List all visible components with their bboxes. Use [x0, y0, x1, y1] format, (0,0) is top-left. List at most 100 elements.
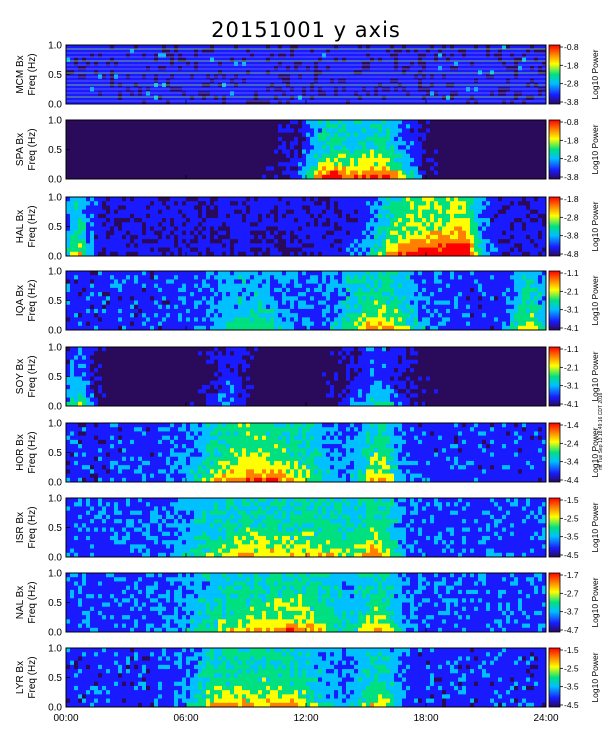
spectrogram-cell: [302, 218, 307, 223]
spectrogram-cell: [478, 201, 483, 206]
spectrogram-cell: [442, 99, 447, 105]
spectrogram-cell: [394, 70, 399, 75]
spectrogram-cell: [250, 239, 255, 244]
spectrogram-cell: [278, 128, 283, 133]
spectrogram-cell: [70, 197, 75, 202]
spectrogram-cell: [90, 201, 95, 206]
spectrogram-cell: [446, 66, 451, 71]
spectrogram-cell: [86, 95, 91, 101]
spectrogram-cell: [278, 201, 283, 206]
spectrogram-cell: [278, 99, 283, 105]
spectrogram-cell: [94, 149, 99, 155]
spectrogram-cell: [454, 201, 459, 206]
spectrogram-cell: [154, 174, 159, 180]
spectrogram-cell: [314, 251, 319, 257]
spectrogram-cell: [222, 239, 227, 244]
spectrogram-cell: [286, 157, 291, 163]
spectrogram-cell: [310, 128, 315, 133]
spectrogram-cell: [82, 145, 87, 150]
spectrogram-cell: [258, 124, 263, 129]
spectrogram-cell: [86, 53, 91, 58]
spectrogram-cell: [510, 162, 515, 167]
spectrogram-cell: [134, 141, 139, 146]
spectrogram-cell: [378, 197, 383, 202]
spectrogram-cell: [406, 157, 411, 163]
spectrogram-cell: [354, 124, 359, 129]
spectrogram-cell: [466, 91, 471, 96]
spectrogram-cell: [98, 87, 103, 92]
spectrogram-cell: [382, 99, 387, 105]
spectrogram-cell: [118, 66, 123, 71]
spectrogram-cell: [370, 70, 375, 75]
spectrogram-cell: [442, 174, 447, 180]
spectrogram-cell: [174, 87, 179, 92]
spectrogram-cell: [306, 209, 311, 215]
spectrogram-cell: [242, 124, 247, 129]
spectrogram-cell: [390, 149, 395, 155]
spectrogram-cell: [178, 170, 183, 176]
spectrogram-cell: [230, 49, 235, 54]
spectrogram-cell: [338, 99, 343, 105]
spectrogram-cell: [126, 70, 131, 75]
spectrogram-cell: [354, 132, 359, 138]
spectrogram-cell: [162, 251, 167, 257]
spectrogram-cell: [354, 45, 359, 50]
spectrogram-cell: [450, 120, 455, 125]
spectrogram-cell: [274, 61, 279, 67]
spectrogram-cell: [134, 234, 139, 240]
spectrogram-cell: [430, 95, 435, 101]
spectrogram-cell: [490, 141, 495, 146]
spectrogram-cell: [390, 66, 395, 71]
spectrogram-cell: [458, 66, 463, 71]
spectrogram-cell: [102, 174, 107, 180]
spectrogram-cell: [114, 49, 119, 54]
spectrogram-cell: [142, 166, 147, 171]
spectrogram-cell: [486, 91, 491, 96]
spectrogram-cell: [338, 149, 343, 155]
spectrogram-cell: [482, 61, 487, 67]
spectrogram-cell: [374, 234, 379, 240]
spectrogram-cell: [386, 218, 391, 223]
spectrogram-cell: [142, 124, 147, 129]
spectrogram-cell: [442, 218, 447, 223]
spectrogram-cell: [162, 243, 167, 248]
spectrogram-cell: [426, 45, 431, 50]
spectrogram-cell: [418, 209, 423, 215]
spectrogram-cell: [386, 145, 391, 150]
spectrogram-cell: [510, 66, 515, 71]
spectrogram-cell: [290, 53, 295, 58]
spectrogram-cell: [190, 251, 195, 257]
spectrogram-cell: [342, 99, 347, 105]
spectrogram-cell: [146, 99, 151, 105]
spectrogram-cell: [210, 87, 215, 92]
spectrogram-cell: [134, 149, 139, 155]
spectrogram-cell: [454, 239, 459, 244]
spectrogram-cell: [182, 251, 187, 257]
spectrogram-cell: [282, 61, 287, 67]
spectrogram-cell: [282, 251, 287, 257]
spectrogram-cell: [422, 124, 427, 129]
spectrogram-cell: [202, 197, 207, 202]
spectrogram-cell: [98, 91, 103, 96]
spectrogram-cell: [542, 87, 547, 92]
spectrogram-cell: [270, 201, 275, 206]
spectrogram-cell: [514, 157, 519, 163]
spectrogram-cell: [466, 222, 471, 227]
spectrogram-cell: [150, 174, 155, 180]
spectrogram-cell: [214, 166, 219, 171]
spectrogram-cell: [290, 57, 295, 63]
spectrogram-cell: [478, 149, 483, 155]
spectrogram-cell: [262, 53, 267, 58]
spectrogram-cell: [494, 201, 499, 206]
spectrogram-cell: [114, 87, 119, 92]
spectrogram-cell: [258, 251, 263, 257]
spectrogram-cell: [334, 174, 339, 180]
spectrogram-cell: [530, 162, 535, 167]
spectrogram-cell: [102, 166, 107, 171]
spectrogram-cell: [394, 201, 399, 206]
spectrogram-cell: [450, 128, 455, 133]
spectrogram-cell: [298, 174, 303, 180]
spectrogram-cell: [370, 222, 375, 227]
spectrogram-cell: [386, 226, 391, 232]
spectrogram-cell: [266, 218, 271, 223]
